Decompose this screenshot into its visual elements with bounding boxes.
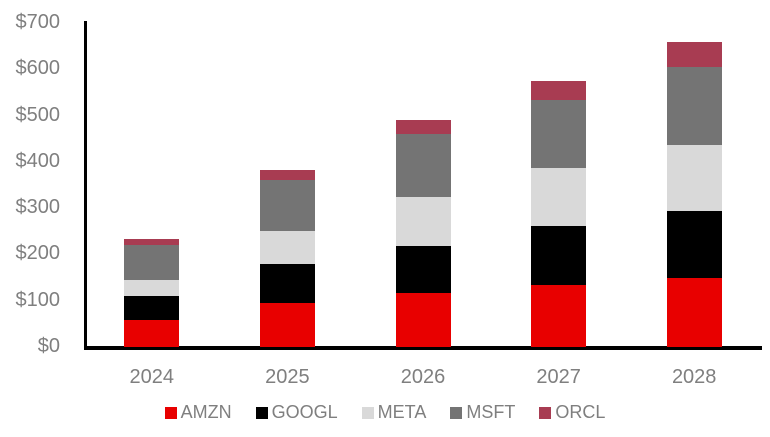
y-axis-line <box>84 21 87 348</box>
bar-segment-googl-2024 <box>124 296 180 321</box>
legend-label-amzn: AMZN <box>180 402 232 422</box>
bar-segment-orcl-2027 <box>531 81 587 101</box>
bar-segment-orcl-2024 <box>124 238 180 245</box>
x-axis-line <box>84 346 762 350</box>
bar-2028 <box>666 42 722 347</box>
bar-segment-meta-2027 <box>531 168 587 226</box>
bar-segment-googl-2028 <box>666 210 722 278</box>
bar-segment-meta-2025 <box>259 230 315 264</box>
legend-item-orcl: ORCL <box>539 402 605 423</box>
legend-label-msft: MSFT <box>466 402 516 422</box>
bar-segment-msft-2024 <box>124 244 180 280</box>
x-tick-label: 2027 <box>536 366 581 388</box>
legend-swatch-googl <box>255 406 268 419</box>
legend-label-orcl: ORCL <box>555 402 606 422</box>
bar-2026 <box>395 119 451 347</box>
bar-segment-meta-2028 <box>666 144 722 211</box>
y-tick-label: $200 <box>15 242 61 265</box>
bar-segment-amzn-2026 <box>395 293 451 347</box>
bar-segment-amzn-2028 <box>666 277 722 347</box>
y-tick-label: $100 <box>15 288 61 311</box>
x-tick-label: 2026 <box>400 366 446 388</box>
y-tick-label: $300 <box>15 196 61 219</box>
legend-swatch-msft <box>450 406 463 419</box>
y-tick-label: $0 <box>37 335 60 358</box>
legend-item-meta: META <box>361 402 427 423</box>
bar-2027 <box>531 81 587 347</box>
bar-2024 <box>124 238 180 347</box>
bar-segment-amzn-2024 <box>124 320 180 347</box>
x-tick-label: 2028 <box>671 366 717 388</box>
bar-segment-msft-2026 <box>395 134 451 197</box>
y-tick-label: $500 <box>15 103 61 126</box>
bar-segment-meta-2024 <box>124 279 180 297</box>
legend-swatch-meta <box>361 406 374 419</box>
bar-segment-msft-2025 <box>259 180 315 231</box>
legend-item-msft: MSFT <box>450 402 515 423</box>
bar-segment-orcl-2025 <box>259 170 315 181</box>
bar-segment-meta-2026 <box>395 196 451 246</box>
bar-segment-googl-2026 <box>395 245 451 294</box>
x-tick-label: 2025 <box>265 366 310 388</box>
x-tick-label: 2024 <box>129 366 175 388</box>
y-tick-label: $700 <box>15 11 61 34</box>
bar-segment-googl-2027 <box>531 225 587 286</box>
legend: AMZN GOOGL META MSFT ORCL <box>0 402 770 423</box>
bar-segment-orcl-2028 <box>666 42 722 68</box>
legend-swatch-amzn <box>164 406 177 419</box>
legend-item-googl: GOOGL <box>255 402 338 423</box>
bar-segment-amzn-2027 <box>531 285 587 347</box>
bar-segment-msft-2027 <box>531 100 587 169</box>
bar-segment-amzn-2025 <box>259 302 315 347</box>
legend-label-googl: GOOGL <box>271 402 338 422</box>
legend-swatch-orcl <box>539 406 552 419</box>
bar-segment-googl-2025 <box>259 263 315 303</box>
bar-segment-orcl-2026 <box>395 119 451 135</box>
bar-segment-msft-2028 <box>666 67 722 145</box>
legend-item-amzn: AMZN <box>164 402 232 423</box>
y-tick-label: $400 <box>15 149 61 172</box>
y-tick-label: $600 <box>15 57 61 80</box>
bar-2025 <box>259 170 315 347</box>
legend-label-meta: META <box>377 402 427 422</box>
